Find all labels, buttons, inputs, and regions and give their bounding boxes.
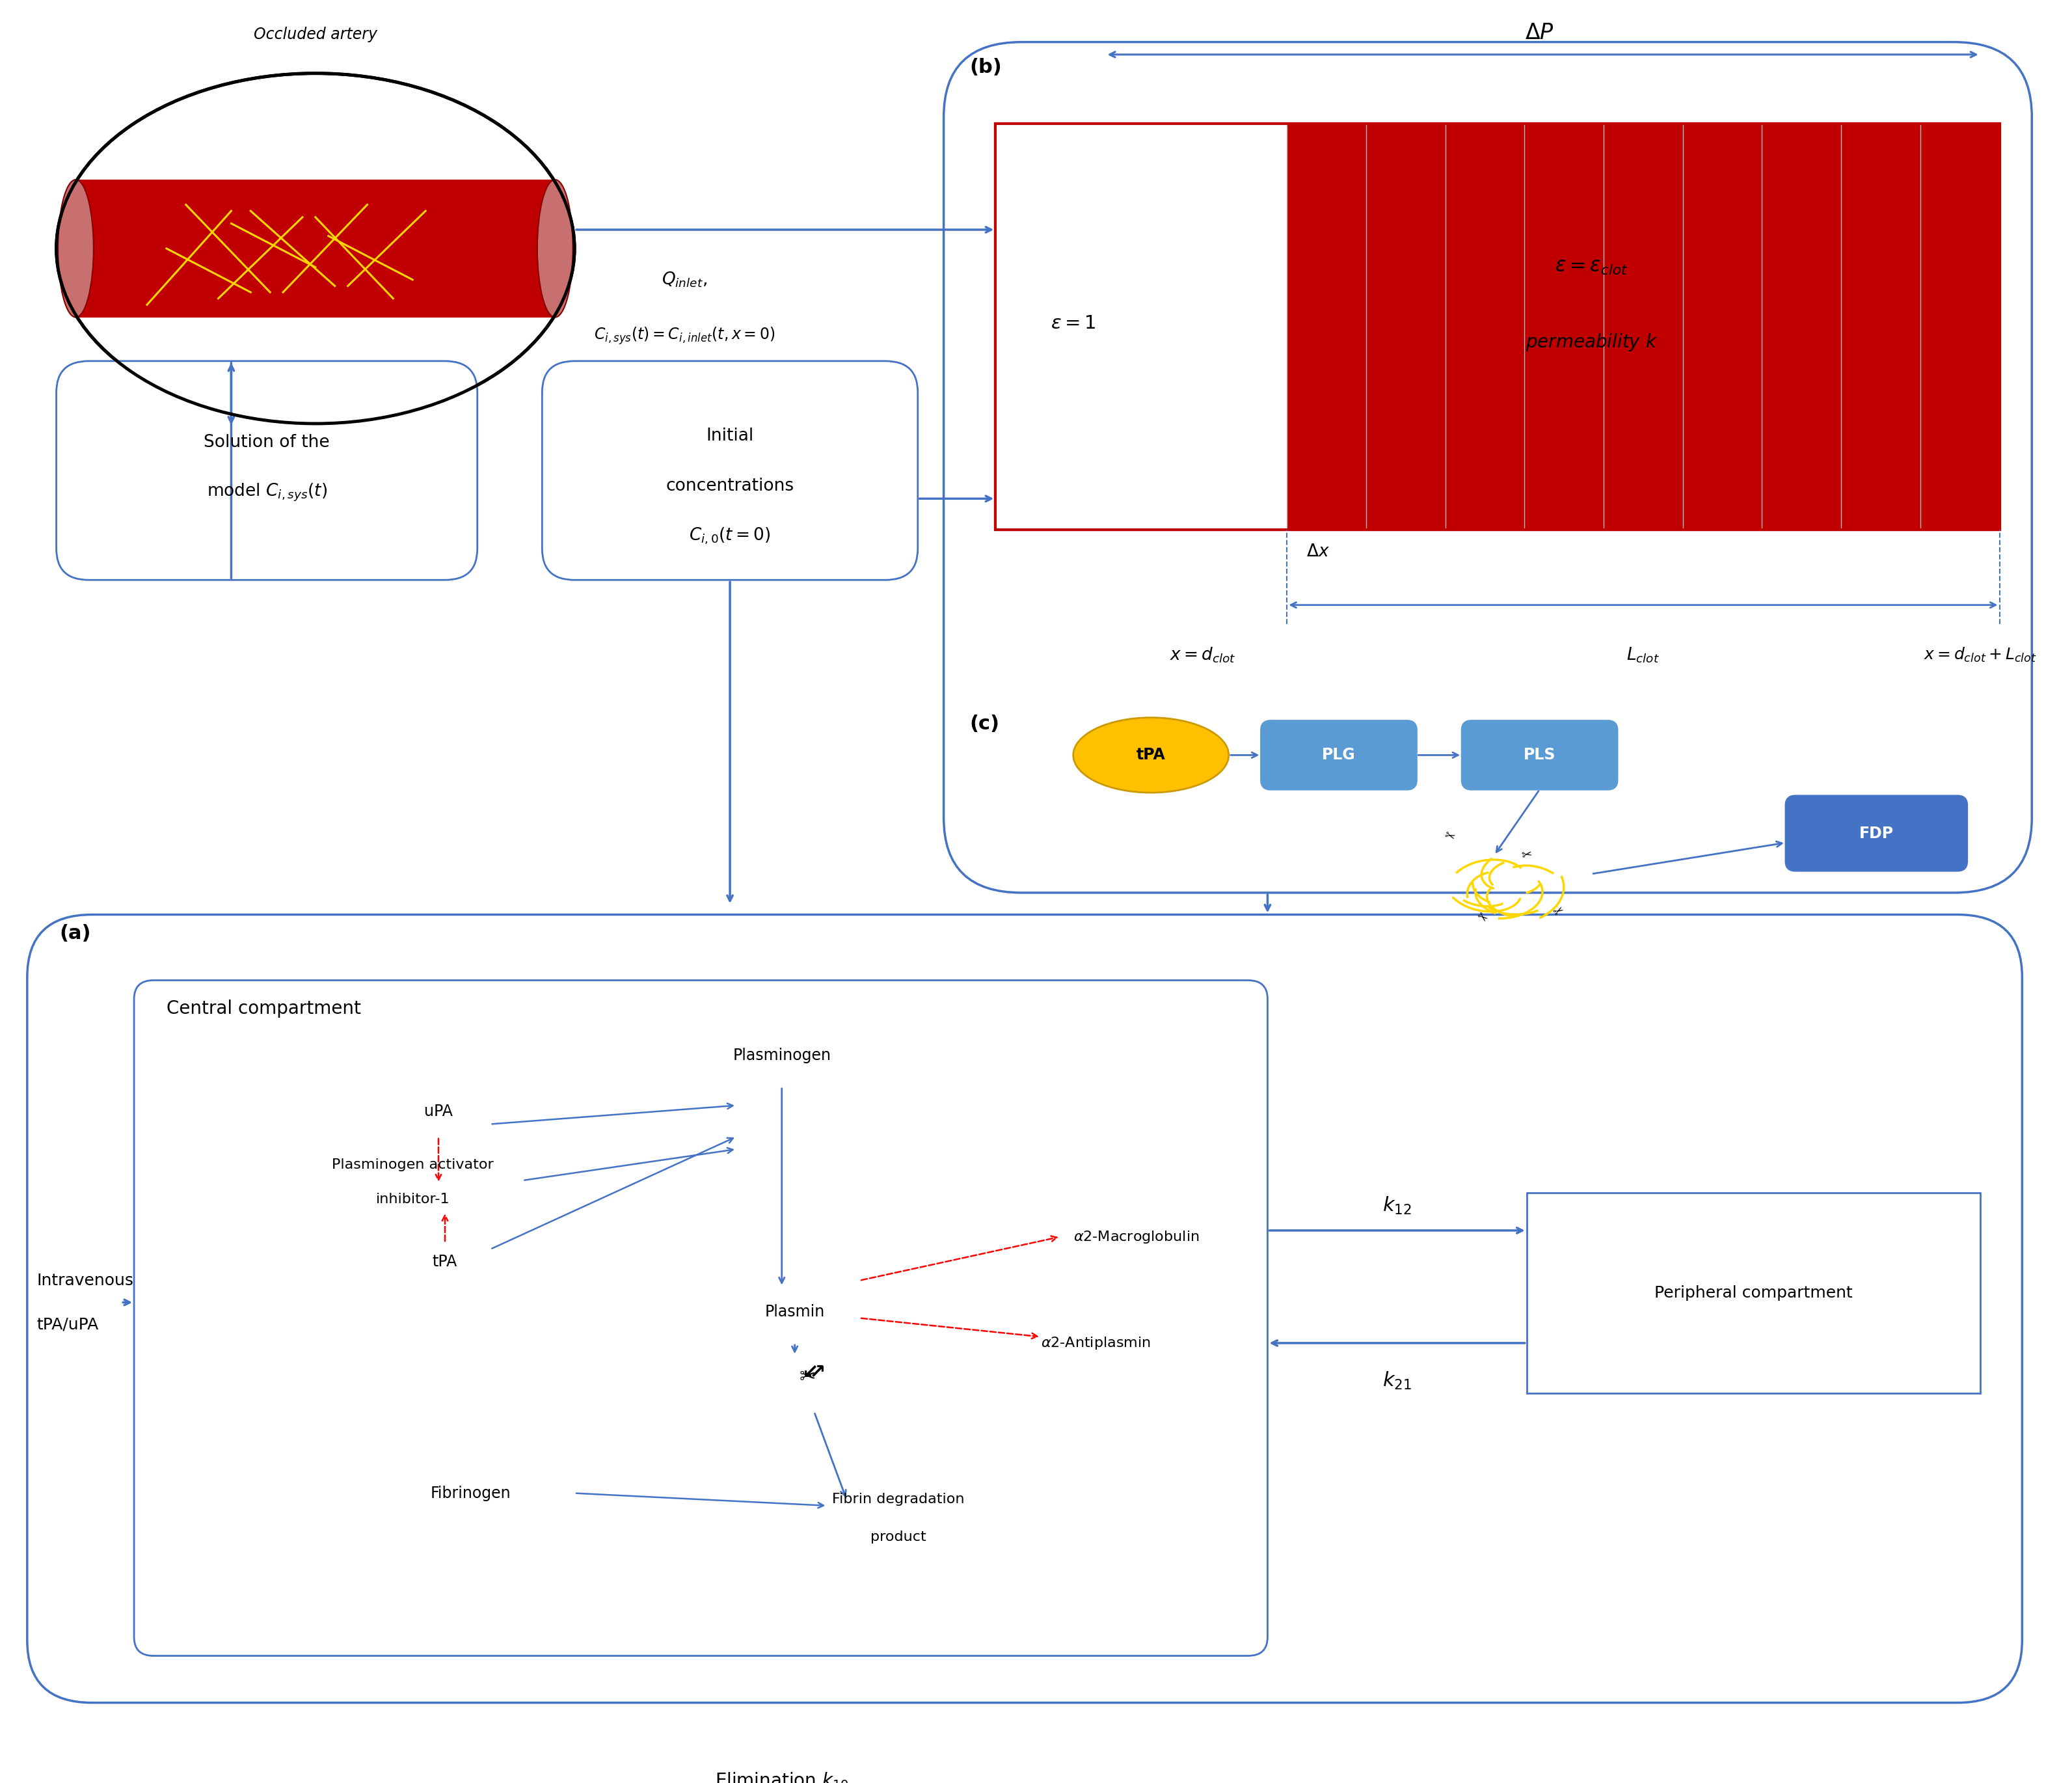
Text: uPA: uPA (425, 1104, 454, 1120)
FancyBboxPatch shape (943, 43, 2033, 893)
FancyBboxPatch shape (1786, 795, 1966, 870)
Text: $k_{21}$: $k_{21}$ (1382, 1369, 1411, 1391)
Text: concentrations: concentrations (665, 478, 794, 494)
Text: (c): (c) (970, 715, 999, 733)
Text: tPA/uPA: tPA/uPA (37, 1316, 99, 1332)
Text: Plasminogen activator: Plasminogen activator (332, 1159, 493, 1171)
FancyBboxPatch shape (1463, 720, 1618, 790)
Text: $\varepsilon = 1$: $\varepsilon = 1$ (1051, 314, 1096, 333)
Text: ✂: ✂ (1442, 829, 1457, 843)
Text: ✂: ✂ (1521, 849, 1533, 863)
Text: Intravenous: Intravenous (37, 1273, 135, 1289)
Text: Plasmin: Plasmin (765, 1303, 825, 1319)
Text: inhibitor-1: inhibitor-1 (375, 1193, 450, 1205)
Text: tPA: tPA (1135, 747, 1167, 763)
Text: (b): (b) (970, 57, 1003, 77)
Bar (1527, 1193, 1981, 1393)
Text: Solution of the: Solution of the (203, 433, 329, 451)
Text: Plasminogen: Plasminogen (733, 1048, 831, 1063)
Text: FDP: FDP (1859, 826, 1894, 842)
Text: Initial: Initial (707, 428, 754, 444)
Text: $\mathbf{\nearrow\!\!\!\!\!\!\!\!\!\!\swarrow}$: $\mathbf{\nearrow\!\!\!\!\!\!\!\!\!\!\sw… (804, 1362, 825, 1380)
Text: $x = d_{clot} + L_{clot}$: $x = d_{clot} + L_{clot}$ (1923, 645, 2037, 663)
Text: $L_{clot}$: $L_{clot}$ (1627, 645, 1660, 665)
Bar (995, 123, 1999, 530)
Text: $x = d_{clot}$: $x = d_{clot}$ (1171, 645, 1235, 665)
Text: tPA: tPA (433, 1253, 458, 1269)
Ellipse shape (58, 180, 93, 317)
Ellipse shape (56, 73, 574, 424)
Bar (1287, 123, 1999, 530)
Text: (a): (a) (60, 924, 91, 943)
Text: ✂: ✂ (800, 1368, 816, 1387)
Text: ✂: ✂ (1552, 904, 1566, 920)
FancyBboxPatch shape (27, 915, 2022, 1703)
Text: Peripheral compartment: Peripheral compartment (1653, 1286, 1852, 1302)
Text: model $C_{i,sys}(t)$: model $C_{i,sys}(t)$ (207, 481, 327, 503)
Text: $C_{i,sys}(t) = C_{i,inlet}(t, x=0)$: $C_{i,sys}(t) = C_{i,inlet}(t, x=0)$ (595, 326, 775, 346)
Bar (995, 123, 1999, 530)
Ellipse shape (1073, 717, 1229, 793)
Text: $\alpha$2-Antiplasmin: $\alpha$2-Antiplasmin (1040, 1335, 1150, 1352)
Text: $\Delta P$: $\Delta P$ (1525, 21, 1554, 43)
Text: Elimination $k_{10}$: Elimination $k_{10}$ (715, 1771, 850, 1783)
Text: $k_{12}$: $k_{12}$ (1382, 1195, 1411, 1216)
FancyBboxPatch shape (1262, 720, 1417, 790)
Text: Central compartment: Central compartment (166, 998, 361, 1018)
Text: Fibrinogen: Fibrinogen (431, 1485, 512, 1501)
FancyBboxPatch shape (543, 360, 918, 579)
Text: product: product (870, 1530, 926, 1544)
Bar (77, 180, 555, 317)
Text: ✂: ✂ (1473, 909, 1490, 925)
FancyBboxPatch shape (135, 981, 1268, 1656)
Text: Fibrin degradation: Fibrin degradation (833, 1492, 966, 1507)
Text: PLS: PLS (1523, 747, 1556, 763)
Text: $\Delta x$: $\Delta x$ (1307, 544, 1330, 560)
FancyBboxPatch shape (56, 360, 477, 579)
Text: $Q_{inlet},$: $Q_{inlet},$ (661, 271, 707, 289)
Bar (995, 123, 1287, 530)
Text: Occluded artery: Occluded artery (253, 27, 377, 43)
Text: $\varepsilon = \varepsilon_{clot}$: $\varepsilon = \varepsilon_{clot}$ (1554, 259, 1629, 276)
Text: $C_{i,0}(t = 0)$: $C_{i,0}(t = 0)$ (690, 526, 771, 546)
Text: $\alpha$2-Macroglobulin: $\alpha$2-Macroglobulin (1073, 1228, 1200, 1245)
Text: $permeability\ k$: $permeability\ k$ (1525, 332, 1658, 353)
Ellipse shape (537, 180, 572, 317)
Text: PLG: PLG (1322, 747, 1355, 763)
